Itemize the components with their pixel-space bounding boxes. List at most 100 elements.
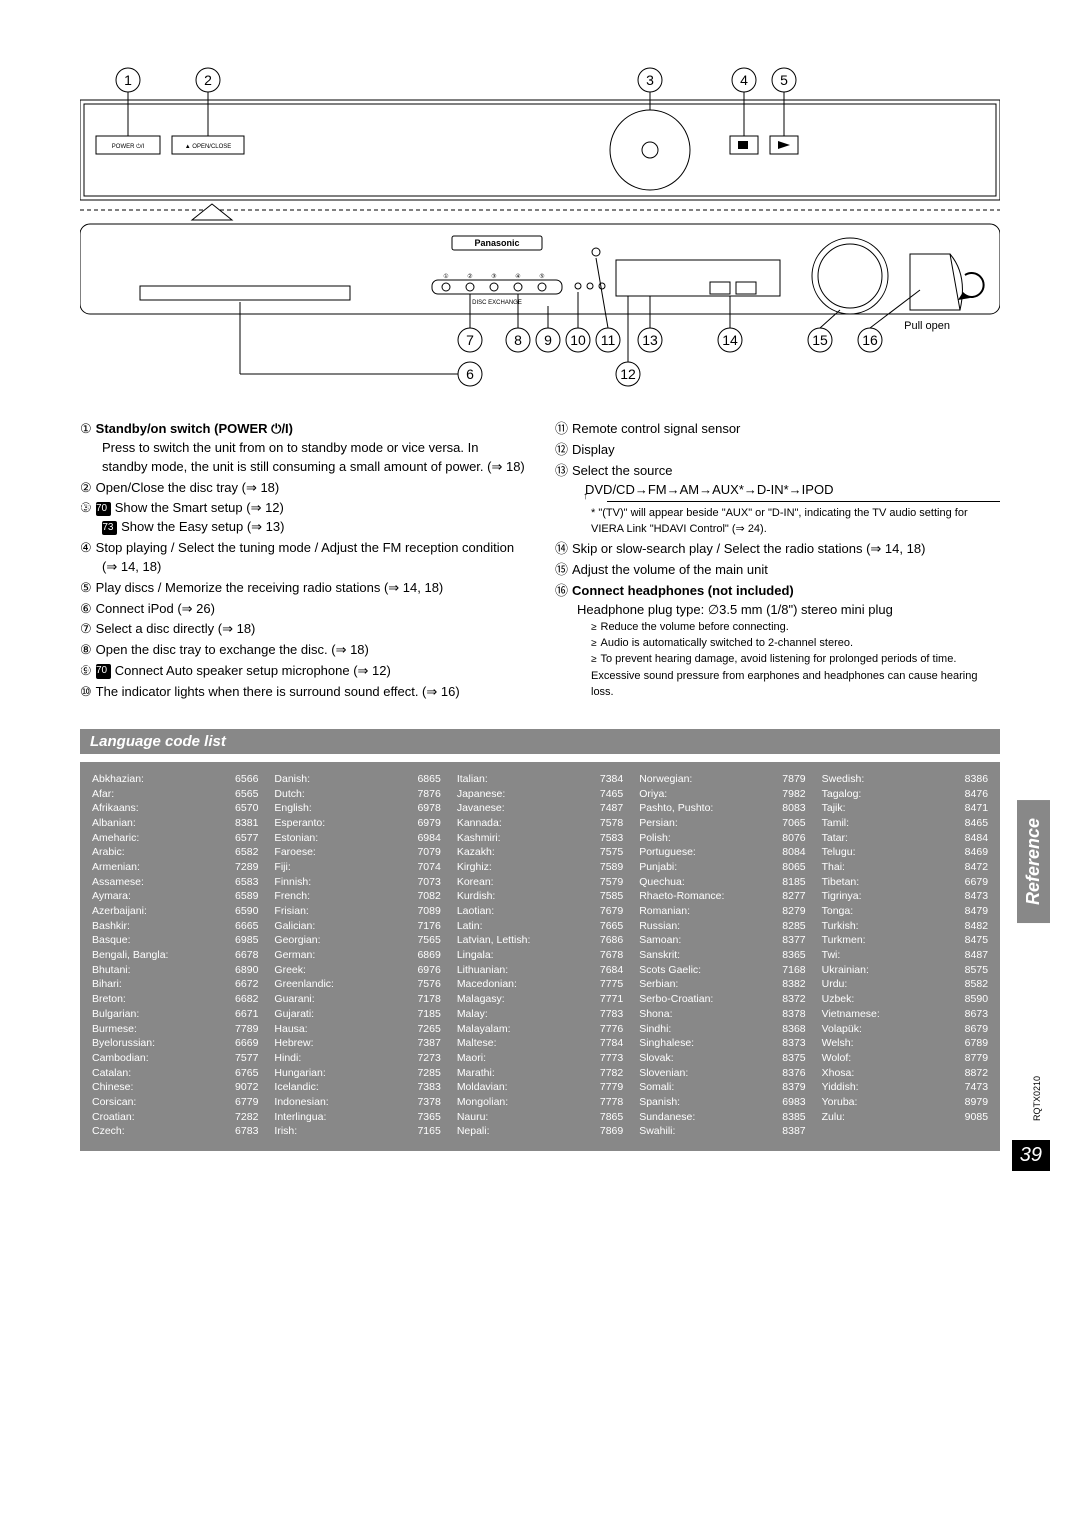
- description-item: ⑩The indicator lights when there is surr…: [80, 683, 525, 702]
- language-row: Kashmiri:7583: [457, 831, 623, 846]
- svg-text:9: 9: [544, 332, 552, 348]
- language-row: Greenlandic:7576: [274, 977, 440, 992]
- language-row: Slovenian:8376: [639, 1066, 805, 1081]
- language-row: Swedish:8386: [822, 772, 988, 787]
- language-row: Tajik:8471: [822, 801, 988, 816]
- language-row: Bashkir:6665: [92, 919, 258, 934]
- language-row: Cambodian:7577: [92, 1051, 258, 1066]
- page-number: 39: [1012, 1140, 1050, 1171]
- language-row: Aymara:6589: [92, 889, 258, 904]
- language-row: Kazakh:7575: [457, 845, 623, 860]
- language-row: Corsican:6779: [92, 1095, 258, 1110]
- language-row: Croatian:7282: [92, 1110, 258, 1125]
- language-row: Xhosa:8872: [822, 1066, 988, 1081]
- language-row: Norwegian:7879: [639, 772, 805, 787]
- language-row: Kannada:7578: [457, 816, 623, 831]
- language-row: Afar:6565: [92, 787, 258, 802]
- language-row: Macedonian:7775: [457, 977, 623, 992]
- language-row: Dutch:7876: [274, 787, 440, 802]
- language-row: Polish:8076: [639, 831, 805, 846]
- right-column: ⑪Remote control signal sensor⑫Display⑬Se…: [555, 420, 1000, 704]
- language-code-table: Abkhazian:6566Afar:6565Afrikaans:6570Alb…: [80, 762, 1000, 1151]
- language-row: Korean:7579: [457, 875, 623, 890]
- language-row: Burmese:7789: [92, 1022, 258, 1037]
- language-row: Punjabi:8065: [639, 860, 805, 875]
- description-item: ⑭Skip or slow-search play / Select the r…: [555, 540, 1000, 559]
- language-row: Tibetan:6679: [822, 875, 988, 890]
- language-row: Interlingua:7365: [274, 1110, 440, 1125]
- doc-code: RQTX0210: [1032, 1076, 1042, 1121]
- language-row: Moldavian:7779: [457, 1080, 623, 1095]
- language-row: Maltese:7784: [457, 1036, 623, 1051]
- description-item: ②Open/Close the disc tray (⇒ 18): [80, 479, 525, 498]
- language-row: Estonian:6984: [274, 831, 440, 846]
- svg-text:①: ①: [443, 273, 448, 280]
- language-row: Javanese:7487: [457, 801, 623, 816]
- language-row: Azerbaijani:6590: [92, 904, 258, 919]
- language-row: Malagasy:7771: [457, 992, 623, 1007]
- svg-text:12: 12: [620, 366, 636, 382]
- language-row: Arabic:6582: [92, 845, 258, 860]
- language-row: Fiji:7074: [274, 860, 440, 875]
- language-row: Basque:6985: [92, 933, 258, 948]
- svg-text:⑤: ⑤: [539, 273, 544, 280]
- language-row: Vietnamese:8673: [822, 1007, 988, 1022]
- language-row: Bihari:6672: [92, 977, 258, 992]
- language-row: Italian:7384: [457, 772, 623, 787]
- language-row: Nepali:7869: [457, 1124, 623, 1139]
- description-item: ①Standby/on switch (POWER ⏻/I)Press to s…: [80, 420, 525, 477]
- language-row: Catalan:6765: [92, 1066, 258, 1081]
- language-row: French:7082: [274, 889, 440, 904]
- language-row: Sindhi:8368: [639, 1022, 805, 1037]
- language-row: Latvian, Lettish:7686: [457, 933, 623, 948]
- language-row: Afrikaans:6570: [92, 801, 258, 816]
- language-row: Latin:7665: [457, 919, 623, 934]
- description-item: ⑦Select a disc directly (⇒ 18): [80, 620, 525, 639]
- description-item: ⑯Connect headphones (not included)Headph…: [555, 582, 1000, 701]
- power-label: POWER ⏻/I: [112, 143, 145, 150]
- language-row: Nauru:7865: [457, 1110, 623, 1125]
- language-row: Tatar:8484: [822, 831, 988, 846]
- language-row: Uzbek:8590: [822, 992, 988, 1007]
- language-row: Shona:8378: [639, 1007, 805, 1022]
- language-row: Swahili:8387: [639, 1124, 805, 1139]
- description-item: ⑨PT670 Connect Auto speaker setup microp…: [80, 662, 525, 681]
- language-row: Lingala:7678: [457, 948, 623, 963]
- svg-text:1: 1: [124, 72, 132, 88]
- language-row: Ameharic:6577: [92, 831, 258, 846]
- language-row: German:6869: [274, 948, 440, 963]
- language-row: Welsh:6789: [822, 1036, 988, 1051]
- language-row: Bulgarian:6671: [92, 1007, 258, 1022]
- svg-text:8: 8: [514, 332, 522, 348]
- language-row: Wolof:8779: [822, 1051, 988, 1066]
- svg-text:③: ③: [491, 273, 496, 280]
- language-row: Czech:6783: [92, 1124, 258, 1139]
- svg-text:11: 11: [601, 332, 616, 348]
- pull-open-label: Pull open: [904, 320, 950, 332]
- language-row: Mongolian:7778: [457, 1095, 623, 1110]
- description-item: ⑫Display: [555, 441, 1000, 460]
- language-row: Volapük:8679: [822, 1022, 988, 1037]
- language-row: Maori:7773: [457, 1051, 623, 1066]
- language-row: Faroese:7079: [274, 845, 440, 860]
- reference-tab: Reference: [1017, 800, 1050, 923]
- language-row: Japanese:7465: [457, 787, 623, 802]
- language-row: Lithuanian:7684: [457, 963, 623, 978]
- svg-text:6: 6: [466, 366, 474, 382]
- language-row: Urdu:8582: [822, 977, 988, 992]
- language-row: Hebrew:7387: [274, 1036, 440, 1051]
- language-row: Tagalog:8476: [822, 787, 988, 802]
- language-row: Laotian:7679: [457, 904, 623, 919]
- language-row: Slovak:8375: [639, 1051, 805, 1066]
- language-row: Esperanto:6979: [274, 816, 440, 831]
- language-row: Bengali, Bangla:6678: [92, 948, 258, 963]
- language-code-header: Language code list: [80, 729, 1000, 754]
- language-row: Thai:8472: [822, 860, 988, 875]
- language-row: Armenian:7289: [92, 860, 258, 875]
- language-row: Byelorussian:6669: [92, 1036, 258, 1051]
- language-row: Icelandic:7383: [274, 1080, 440, 1095]
- language-row: Finnish:7073: [274, 875, 440, 890]
- svg-text:15: 15: [812, 332, 828, 348]
- language-row: Greek:6976: [274, 963, 440, 978]
- language-row: Irish:7165: [274, 1124, 440, 1139]
